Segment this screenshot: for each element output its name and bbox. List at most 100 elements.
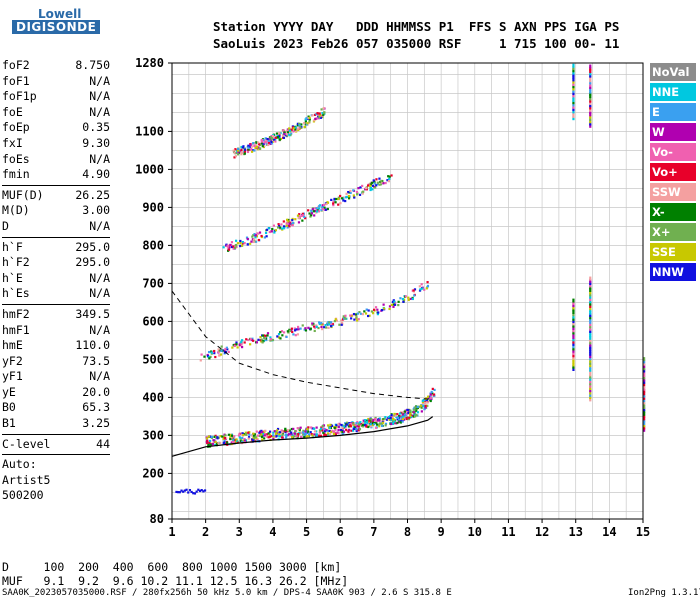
- echo-streak-dot: [589, 98, 592, 103]
- param-row: foF1p N/A: [2, 89, 110, 105]
- echo-dot: [241, 146, 245, 149]
- echo-dot: [338, 323, 341, 326]
- echo-dot: [380, 181, 383, 184]
- echo-dot: [282, 331, 286, 334]
- echo-dot: [415, 407, 418, 410]
- echo-dot: [313, 329, 316, 333]
- echo-streak-dot: [572, 88, 575, 93]
- echo-dot: [323, 430, 327, 433]
- echo-dot: [308, 120, 311, 123]
- echo-dot: [251, 235, 254, 238]
- echo-dot: [364, 188, 367, 191]
- echo-dot: [396, 418, 399, 421]
- echo-dot: [249, 337, 252, 341]
- echo-dot: [381, 418, 385, 421]
- echo-dot: [283, 131, 286, 134]
- echo-dot: [300, 431, 303, 435]
- echo-dot: [322, 427, 325, 430]
- param-row: foEs N/A: [2, 152, 110, 168]
- echo-dot: [214, 440, 217, 444]
- param-value: 110.0: [75, 338, 110, 353]
- echo-streak-dot: [572, 298, 575, 303]
- echo-dot: [263, 336, 266, 339]
- legend: NoVal NNE E W Vo- Vo+ SSW X- X+ SSE NNW: [650, 63, 696, 283]
- echo-dot: [420, 406, 423, 410]
- param-row: foF2 8.750: [2, 58, 110, 74]
- echo-dot: [352, 422, 355, 425]
- echo-dot: [240, 148, 243, 152]
- param-value: 73.5: [82, 353, 110, 368]
- echo-dot: [266, 139, 269, 142]
- echo-dot: [339, 194, 342, 198]
- echo-dot: [269, 139, 273, 142]
- echo-dot: [246, 243, 249, 246]
- param-name: hmF2: [2, 306, 30, 321]
- echo-dot: [264, 334, 267, 337]
- echo-dot: [239, 241, 242, 245]
- echo-dot-low: [193, 492, 197, 495]
- echo-dot: [280, 436, 284, 439]
- echo-dot: [369, 419, 372, 423]
- echo-dot: [368, 314, 371, 317]
- echo-dot: [333, 320, 337, 323]
- echo-dot: [247, 144, 250, 147]
- echo-dot: [283, 227, 286, 230]
- echo-dot: [383, 417, 386, 420]
- echo-dot: [242, 433, 245, 437]
- echo-dot: [239, 239, 242, 243]
- echo-dot: [409, 409, 412, 412]
- echo-dot: [237, 153, 240, 156]
- echo-streak-dot: [572, 300, 575, 305]
- echo-dot: [371, 420, 375, 423]
- echo-dot: [221, 435, 224, 438]
- echo-dot: [370, 310, 373, 313]
- echo-dot: [285, 130, 288, 133]
- echo-dot: [347, 423, 350, 426]
- echo-dot: [243, 152, 246, 155]
- echo-dot: [373, 182, 376, 185]
- y-tick-label: 200: [142, 466, 164, 480]
- echo-dot: [208, 439, 212, 443]
- echo-dot: [416, 405, 419, 409]
- echo-dot: [335, 426, 338, 429]
- echo-dot: [252, 234, 255, 237]
- echo-dot: [330, 198, 333, 201]
- echo-dot: [413, 288, 417, 291]
- echo-dot: [267, 227, 270, 230]
- echo-dot: [374, 306, 378, 309]
- echo-dot: [265, 142, 268, 145]
- echo-dot: [362, 425, 365, 428]
- echo-streak-dot: [589, 381, 592, 386]
- echo-streak-dot: [572, 68, 575, 73]
- echo-dot: [368, 424, 371, 427]
- echo-dot: [382, 182, 385, 185]
- echo-dot: [404, 295, 407, 298]
- y-tick-label: 400: [142, 390, 164, 404]
- echo-dot: [211, 443, 214, 446]
- param-separator: [2, 236, 110, 238]
- echo-streak-dot: [643, 402, 646, 407]
- echo-dot: [341, 318, 345, 321]
- echo-dot: [291, 330, 294, 334]
- echo-dot: [234, 438, 237, 441]
- echo-dot: [268, 435, 272, 438]
- echo-dot: [310, 426, 313, 429]
- echo-dot: [291, 217, 294, 221]
- echo-dot: [286, 429, 290, 432]
- param-name: foF1p: [2, 89, 37, 104]
- echo-dot: [372, 418, 375, 422]
- echo-dot: [397, 420, 401, 424]
- echo-streak-dot: [589, 75, 592, 80]
- echo-dot: [380, 422, 383, 425]
- echo-dot: [260, 338, 263, 341]
- echo-dot: [260, 142, 263, 145]
- echo-dot: [407, 409, 411, 412]
- parameter-panel: foF2 8.750 foF1 N/A foF1p N/A foE N/A foEp 0.35 fx…: [2, 58, 110, 504]
- echo-dot: [309, 215, 312, 218]
- echo-dot: [332, 202, 335, 205]
- echo-dot-low: [197, 488, 200, 491]
- echo-dot: [376, 313, 379, 316]
- echo-dot: [344, 199, 347, 203]
- echo-dot: [216, 436, 219, 439]
- echo-dot: [279, 227, 282, 230]
